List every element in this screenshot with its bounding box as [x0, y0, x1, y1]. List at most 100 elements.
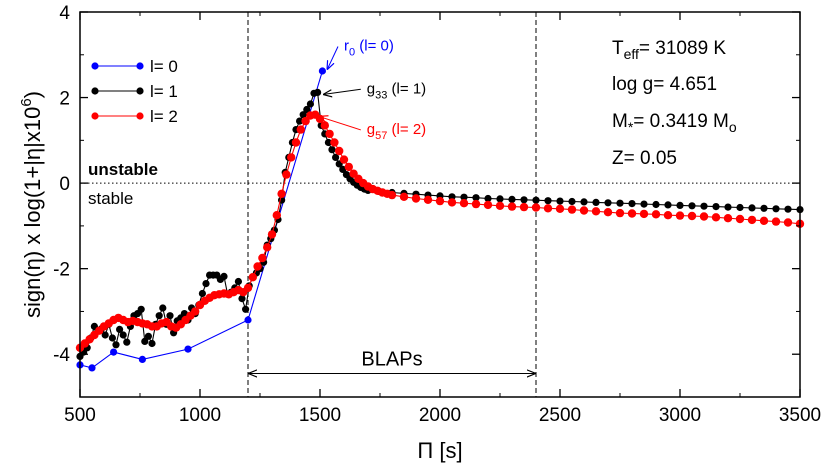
- series-point: [411, 194, 421, 203]
- y-tick-label: 4: [59, 3, 70, 24]
- legend-marker: [91, 112, 99, 120]
- y-tick-label: -2: [53, 260, 70, 281]
- series-point: [555, 204, 565, 213]
- series-point: [544, 197, 552, 205]
- series-point: [296, 117, 304, 125]
- series-point: [688, 202, 696, 210]
- series-point: [724, 203, 732, 211]
- x-tick-label: 3000: [659, 405, 701, 426]
- legend-marker: [91, 87, 99, 95]
- series-point: [110, 348, 118, 356]
- annotation-symbol: g: [367, 121, 375, 138]
- x-tick-label: 1500: [299, 405, 341, 426]
- series-point: [640, 200, 648, 208]
- series-point: [676, 201, 684, 209]
- logg-parameter: log g= 4.651: [612, 74, 717, 95]
- series-point: [615, 208, 625, 218]
- axis-ticks: 500 1000 1500 2000 2500 3000 3500 -4 -2 0 2 4: [53, 3, 821, 426]
- series-point: [603, 208, 613, 217]
- annotation-arrow: [324, 88, 361, 94]
- y-tick-label: 0: [59, 174, 70, 195]
- series-point: [144, 332, 152, 340]
- annotation-arrow: [320, 117, 361, 131]
- y-axis-label-group: sign(η) x log(1+|η|x106): [18, 91, 45, 318]
- blaps-label: BLAPs: [361, 348, 422, 370]
- series-point: [339, 165, 347, 173]
- series-point: [253, 262, 262, 271]
- series-point: [495, 201, 505, 210]
- series-point: [277, 189, 286, 198]
- series-point: [318, 67, 326, 75]
- series-point: [771, 217, 781, 226]
- series-point: [191, 307, 200, 316]
- series-point: [663, 211, 673, 220]
- x-tick-label: 500: [64, 405, 96, 426]
- series-point: [166, 312, 174, 320]
- annotation-arrow: [327, 46, 339, 70]
- series-point: [248, 273, 257, 282]
- series-point: [711, 213, 721, 222]
- legend-marker: [136, 62, 144, 70]
- series-point: [314, 88, 322, 96]
- x-tick-label: 2000: [419, 405, 461, 426]
- legend-entry: l= 0: [91, 57, 178, 76]
- series-point: [496, 195, 504, 203]
- series-point: [556, 197, 564, 205]
- series-point: [148, 339, 156, 348]
- series-point: [332, 153, 340, 161]
- annotation-symbol: r: [344, 38, 349, 55]
- series-point: [324, 138, 332, 147]
- x-tick-label: 2500: [539, 405, 581, 426]
- series-point: [616, 199, 624, 207]
- series-point: [484, 194, 492, 203]
- zero-line-group: unstable stable: [80, 160, 800, 208]
- legend-marker: [91, 62, 99, 70]
- series-point: [471, 199, 481, 209]
- series-point: [736, 203, 744, 212]
- series-point: [123, 338, 131, 346]
- y-axis-label-main: sign(η) x log(1+|η|x10: [20, 107, 45, 318]
- legend-entry: l= 1: [91, 82, 178, 101]
- unstable-label: unstable: [88, 160, 158, 179]
- series-point: [344, 162, 353, 172]
- series-point: [267, 230, 277, 239]
- series-point: [628, 200, 636, 208]
- annotation-mode: (l= 2): [387, 121, 426, 138]
- series-point: [101, 331, 109, 339]
- blap-boundary-lines: [247, 12, 537, 397]
- series-point: [543, 204, 553, 213]
- series-point: [339, 155, 349, 164]
- series-point: [320, 121, 329, 130]
- series-point: [282, 170, 291, 179]
- legend-label: l= 1: [150, 82, 178, 101]
- series-point: [112, 341, 120, 349]
- series-point: [592, 198, 600, 206]
- annotation-label: g33 (l= 1): [367, 80, 426, 101]
- legend-entry: l= 2: [91, 107, 178, 126]
- series-point: [335, 146, 344, 156]
- annotation-label: r0 (l= 0): [344, 38, 394, 59]
- teff-parameter: Teff= 31089 K: [612, 38, 726, 62]
- series-point: [137, 305, 145, 313]
- series-point: [700, 202, 708, 210]
- legend-label: l= 0: [150, 57, 178, 76]
- series-point: [447, 198, 457, 207]
- series-point: [258, 253, 267, 263]
- legend-label: l= 2: [150, 107, 178, 126]
- series-point: [435, 196, 445, 206]
- annotations-group: r0 (l= 0)g33 (l= 1)g57 (l= 2): [320, 38, 426, 142]
- y-tick-label: 2: [59, 89, 70, 110]
- series-point: [234, 277, 242, 286]
- series-point: [291, 138, 301, 147]
- series-point: [687, 211, 697, 221]
- series-point: [784, 205, 792, 213]
- series-point: [760, 204, 768, 212]
- series-point: [772, 205, 780, 213]
- series-point: [328, 146, 336, 154]
- series-point: [303, 105, 311, 114]
- annotation-mode: (l= 1): [387, 80, 426, 97]
- series-point: [180, 310, 188, 318]
- y-tick-label: -4: [53, 345, 70, 366]
- stable-label: stable: [88, 189, 133, 208]
